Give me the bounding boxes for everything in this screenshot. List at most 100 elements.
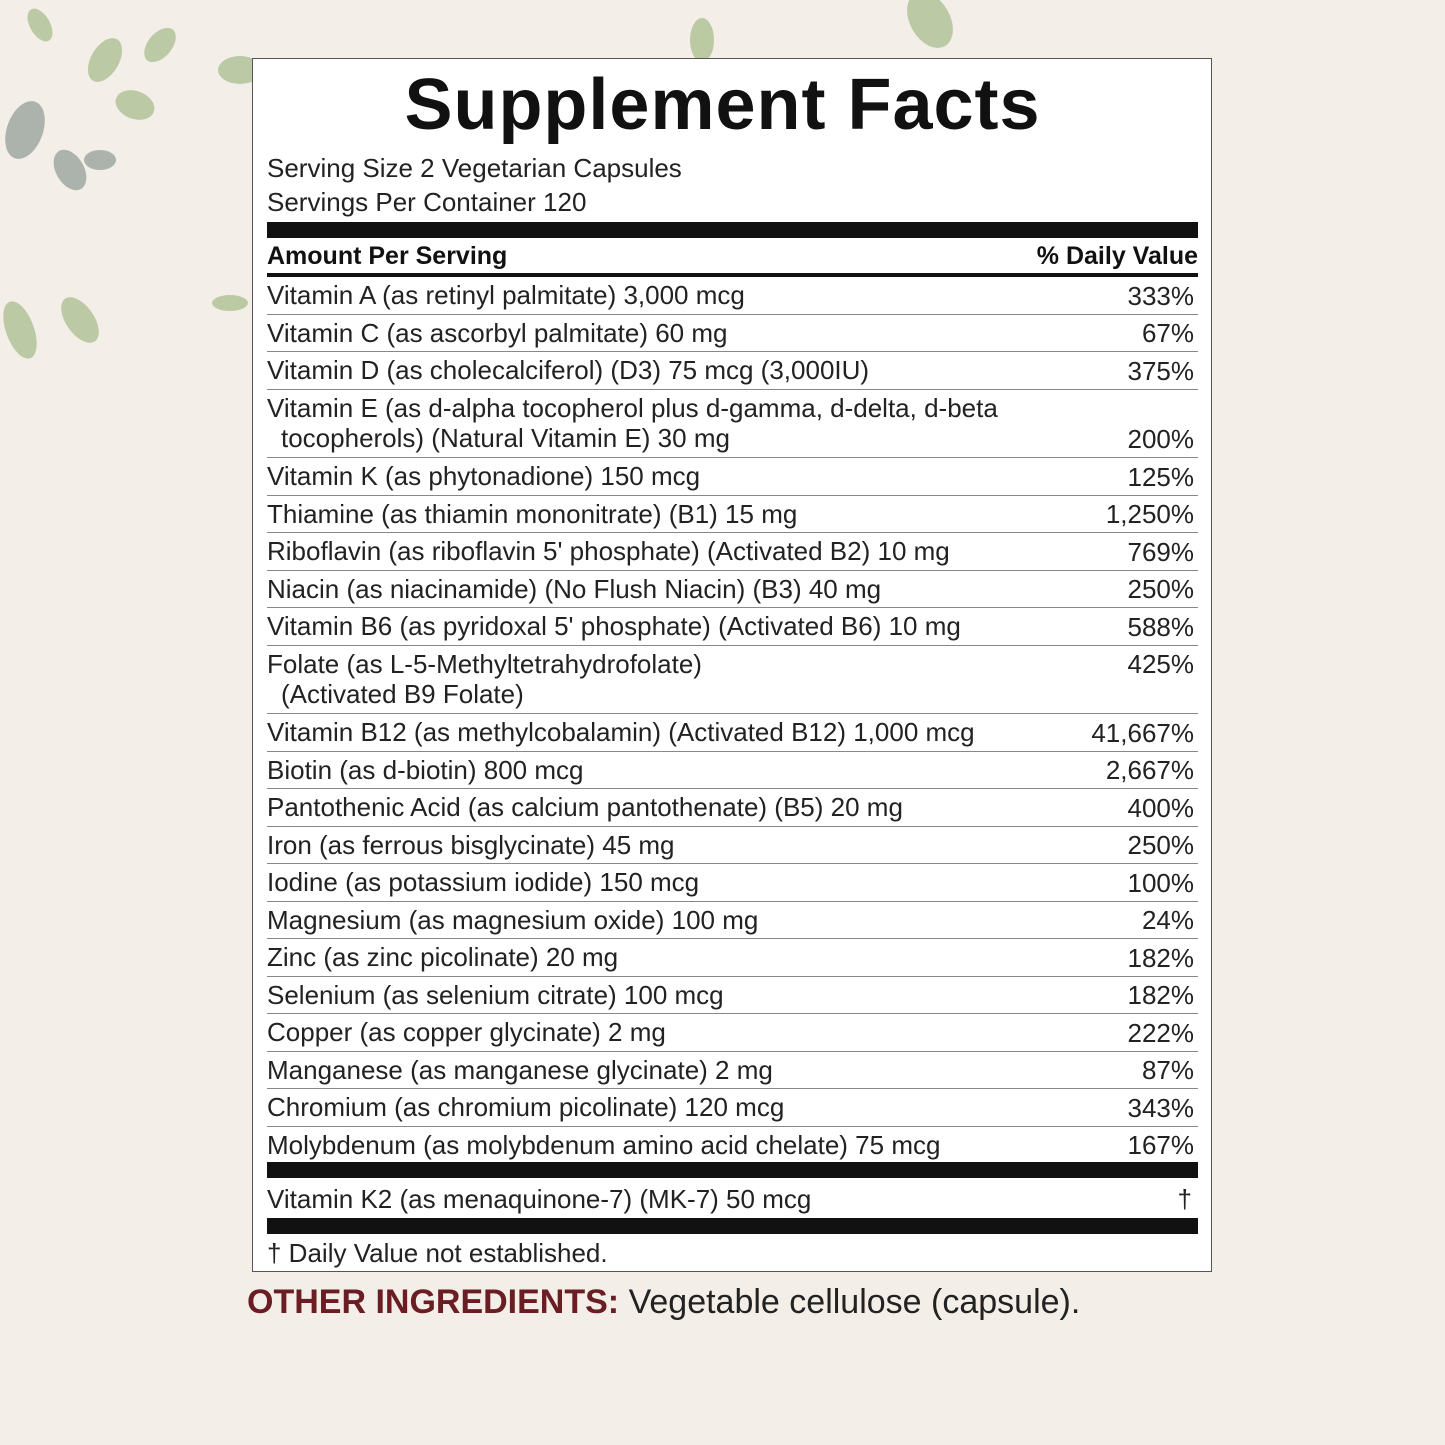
nutrient-name: Biotin (as d-biotin) 800 mcg <box>267 752 583 789</box>
nutrient-row: Zinc (as zinc picolinate) 20 mg 182% <box>267 939 1198 977</box>
nutrient-row: Chromium (as chromium picolinate) 120 mc… <box>267 1089 1198 1127</box>
nutrient-row: Biotin (as d-biotin) 800 mcg 2,667% <box>267 752 1198 789</box>
nutrient-name: Vitamin E (as d-alpha tocopherol plus d-… <box>267 390 998 458</box>
name-line: Riboflavin (as riboflavin 5' phosphate) … <box>267 536 950 566</box>
table-header: Amount Per Serving % Daily Value <box>267 240 1198 273</box>
nutrient-name: Iodine (as potassium iodide) 150 mcg <box>267 864 699 901</box>
nutrient-row: Iron (as ferrous bisglycinate) 45 mg 250% <box>267 827 1198 864</box>
daily-value: 588% <box>1127 611 1195 642</box>
nutrient-name: Vitamin D (as cholecalciferol) (D3) 75 m… <box>267 352 869 389</box>
name-line: (Activated B9 Folate) <box>281 678 524 709</box>
name-line: Biotin (as d-biotin) 800 mcg <box>267 754 584 785</box>
nutrient-name: Vitamin C (as ascorbyl palmitate) 60 mg <box>267 315 727 352</box>
nutrient-row: Selenium (as selenium citrate) 100 mcg 18… <box>267 977 1198 1014</box>
daily-value: 250% <box>1127 574 1195 604</box>
daily-value: 200% <box>1127 424 1195 454</box>
daily-value: 125% <box>1127 461 1195 492</box>
daily-value: 87% <box>1141 1055 1194 1085</box>
nutrient-row: Vitamin A (as retinyl palmitate) 3,000 m… <box>267 277 1198 315</box>
divider <box>267 1218 1198 1234</box>
name-line: Vitamin B12 (as methylcobalamin) (Activa… <box>267 717 975 747</box>
daily-value: 222% <box>1127 1017 1195 1048</box>
daily-value: 333% <box>1127 280 1195 311</box>
nutrient-name: Vitamin K (as phytonadione) 150 mcg <box>267 458 700 495</box>
name-line: tocopherols) (Natural Vitamin E) 30 mg <box>281 422 730 453</box>
nutrient-row: Vitamin B12 (as methylcobalamin) (Activa… <box>267 714 1198 752</box>
daily-value: 182% <box>1127 980 1195 1010</box>
daily-value: 100% <box>1127 867 1195 898</box>
name-line: Pantothenic Acid (as calcium pantothenat… <box>267 792 903 822</box>
daily-value: 2,667% <box>1105 755 1194 785</box>
nutrient-name: Molybdenum (as molybdenum amino acid che… <box>267 1127 940 1164</box>
nutrient-row: Pantothenic Acid (as calcium pantothenat… <box>267 789 1198 827</box>
divider <box>267 273 1198 277</box>
nutrient-name: Riboflavin (as riboflavin 5' phosphate) … <box>267 533 950 570</box>
nutrient-row: Vitamin B6 (as pyridoxal 5' phosphate) (… <box>267 608 1198 646</box>
nutrient-row: Magnesium (as magnesium oxide) 100 mg 24% <box>267 902 1198 939</box>
other-ingredients: OTHER INGREDIENTS: Vegetable cellulose (… <box>247 1283 1080 1322</box>
name-line: Selenium (as selenium citrate) 100 mcg <box>267 979 724 1010</box>
nutrient-name: Folate (as L-5-Methyltetrahydrofolate) (A… <box>267 646 702 714</box>
nutrient-row: Copper (as copper glycinate) 2 mg 222% <box>267 1014 1198 1052</box>
nutrient-name: Selenium (as selenium citrate) 100 mcg <box>267 977 724 1014</box>
daily-value: † <box>1177 1183 1192 1214</box>
daily-value: 167% <box>1127 1130 1195 1160</box>
column-header: Amount Per Serving <box>267 242 508 270</box>
name-line: Niacin (as niacinamide) (No Flush Niacin… <box>267 573 882 604</box>
daily-value: 182% <box>1127 942 1195 973</box>
daily-value: 769% <box>1127 536 1195 567</box>
name-line: Thiamine (as thiamin mononitrate) (B1) 1… <box>267 498 798 529</box>
name-line: Vitamin C (as ascorbyl palmitate) 60 mg <box>267 317 728 348</box>
name-line: Vitamin B6 (as pyridoxal 5' phosphate) (… <box>267 611 961 641</box>
name-line: Vitamin E (as d-alpha tocopherol plus d-… <box>267 392 998 423</box>
other-ingredients-label: OTHER INGREDIENTS: <box>247 1283 620 1321</box>
nutrient-name: Vitamin B6 (as pyridoxal 5' phosphate) (… <box>267 608 961 645</box>
other-ingredients-text: Vegetable cellulose (capsule). <box>628 1283 1081 1321</box>
daily-value: 250% <box>1127 830 1195 860</box>
nutrient-row: Thiamine (as thiamin mononitrate) (B1) 1… <box>267 496 1198 533</box>
name-line: Molybdenum (as molybdenum amino acid che… <box>267 1129 941 1160</box>
nutrient-row: Manganese (as manganese glycinate) 2 mg 8… <box>267 1052 1198 1089</box>
name-line: Iron (as ferrous bisglycinate) 45 mg <box>267 829 675 860</box>
daily-value: 41,667% <box>1091 717 1194 748</box>
nutrient-rows: Vitamin A (as retinyl palmitate) 3,000 m… <box>267 277 1198 1164</box>
daily-value: 375% <box>1127 355 1195 386</box>
nutrient-name: Zinc (as zinc picolinate) 20 mg <box>267 939 618 976</box>
name-line: Folate (as L-5-Methyltetrahydrofolate) <box>267 648 702 679</box>
name-line: Vitamin K (as phytonadione) 150 mcg <box>267 461 701 491</box>
daily-value: 24% <box>1141 905 1194 935</box>
daily-value: 400% <box>1127 792 1195 823</box>
name-line: Vitamin A (as retinyl palmitate) 3,000 m… <box>267 280 745 310</box>
name-line: Chromium (as chromium picolinate) 120 mc… <box>267 1092 785 1122</box>
nutrient-row: Vitamin K (as phytonadione) 150 mcg 125% <box>267 458 1198 496</box>
extra-row: Vitamin K2 (as menaquinone-7) (MK-7) 50 … <box>267 1180 1198 1218</box>
nutrient-row: Vitamin D (as cholecalciferol) (D3) 75 m… <box>267 352 1198 390</box>
name-line: Zinc (as zinc picolinate) 20 mg <box>267 942 619 972</box>
divider <box>267 222 1198 238</box>
nutrient-name: Manganese (as manganese glycinate) 2 mg <box>267 1052 773 1089</box>
nutrient-row: Vitamin E (as d-alpha tocopherol plus d-… <box>267 390 1198 458</box>
servings-per-container: Servings Per Container 120 <box>267 187 587 217</box>
nutrient-row: Molybdenum (as molybdenum amino acid che… <box>267 1127 1198 1164</box>
nutrient-name: Thiamine (as thiamin mononitrate) (B1) 1… <box>267 496 797 533</box>
nutrient-name: Magnesium (as magnesium oxide) 100 mg <box>267 902 758 939</box>
nutrient-name: Vitamin B12 (as methylcobalamin) (Activa… <box>267 714 975 751</box>
daily-value: 67% <box>1141 318 1194 348</box>
name-line: Copper (as copper glycinate) 2 mg <box>267 1017 666 1047</box>
nutrient-row: Folate (as L-5-Methyltetrahydrofolate) (A… <box>267 646 1198 714</box>
nutrient-name: Niacin (as niacinamide) (No Flush Niacin… <box>267 571 881 608</box>
leaf-decoration <box>3 8 262 359</box>
daily-value: 343% <box>1127 1092 1195 1123</box>
nutrient-name: Pantothenic Acid (as calcium pantothenat… <box>267 789 903 826</box>
nutrient-name: Vitamin K2 (as menaquinone-7) (MK-7) 50 … <box>267 1183 812 1214</box>
title: Supplement Facts <box>404 65 1041 145</box>
name-line: Magnesium (as magnesium oxide) 100 mg <box>267 904 759 935</box>
daily-value: 425% <box>1127 648 1195 679</box>
divider <box>267 1162 1198 1178</box>
nutrient-name: Copper (as copper glycinate) 2 mg <box>267 1014 666 1051</box>
footnote: † Daily Value not established. <box>267 1238 608 1268</box>
name-line: Vitamin D (as cholecalciferol) (D3) 75 m… <box>267 355 870 385</box>
column-header: % Daily Value <box>1036 242 1198 270</box>
nutrient-row: Iodine (as potassium iodide) 150 mcg 100% <box>267 864 1198 902</box>
